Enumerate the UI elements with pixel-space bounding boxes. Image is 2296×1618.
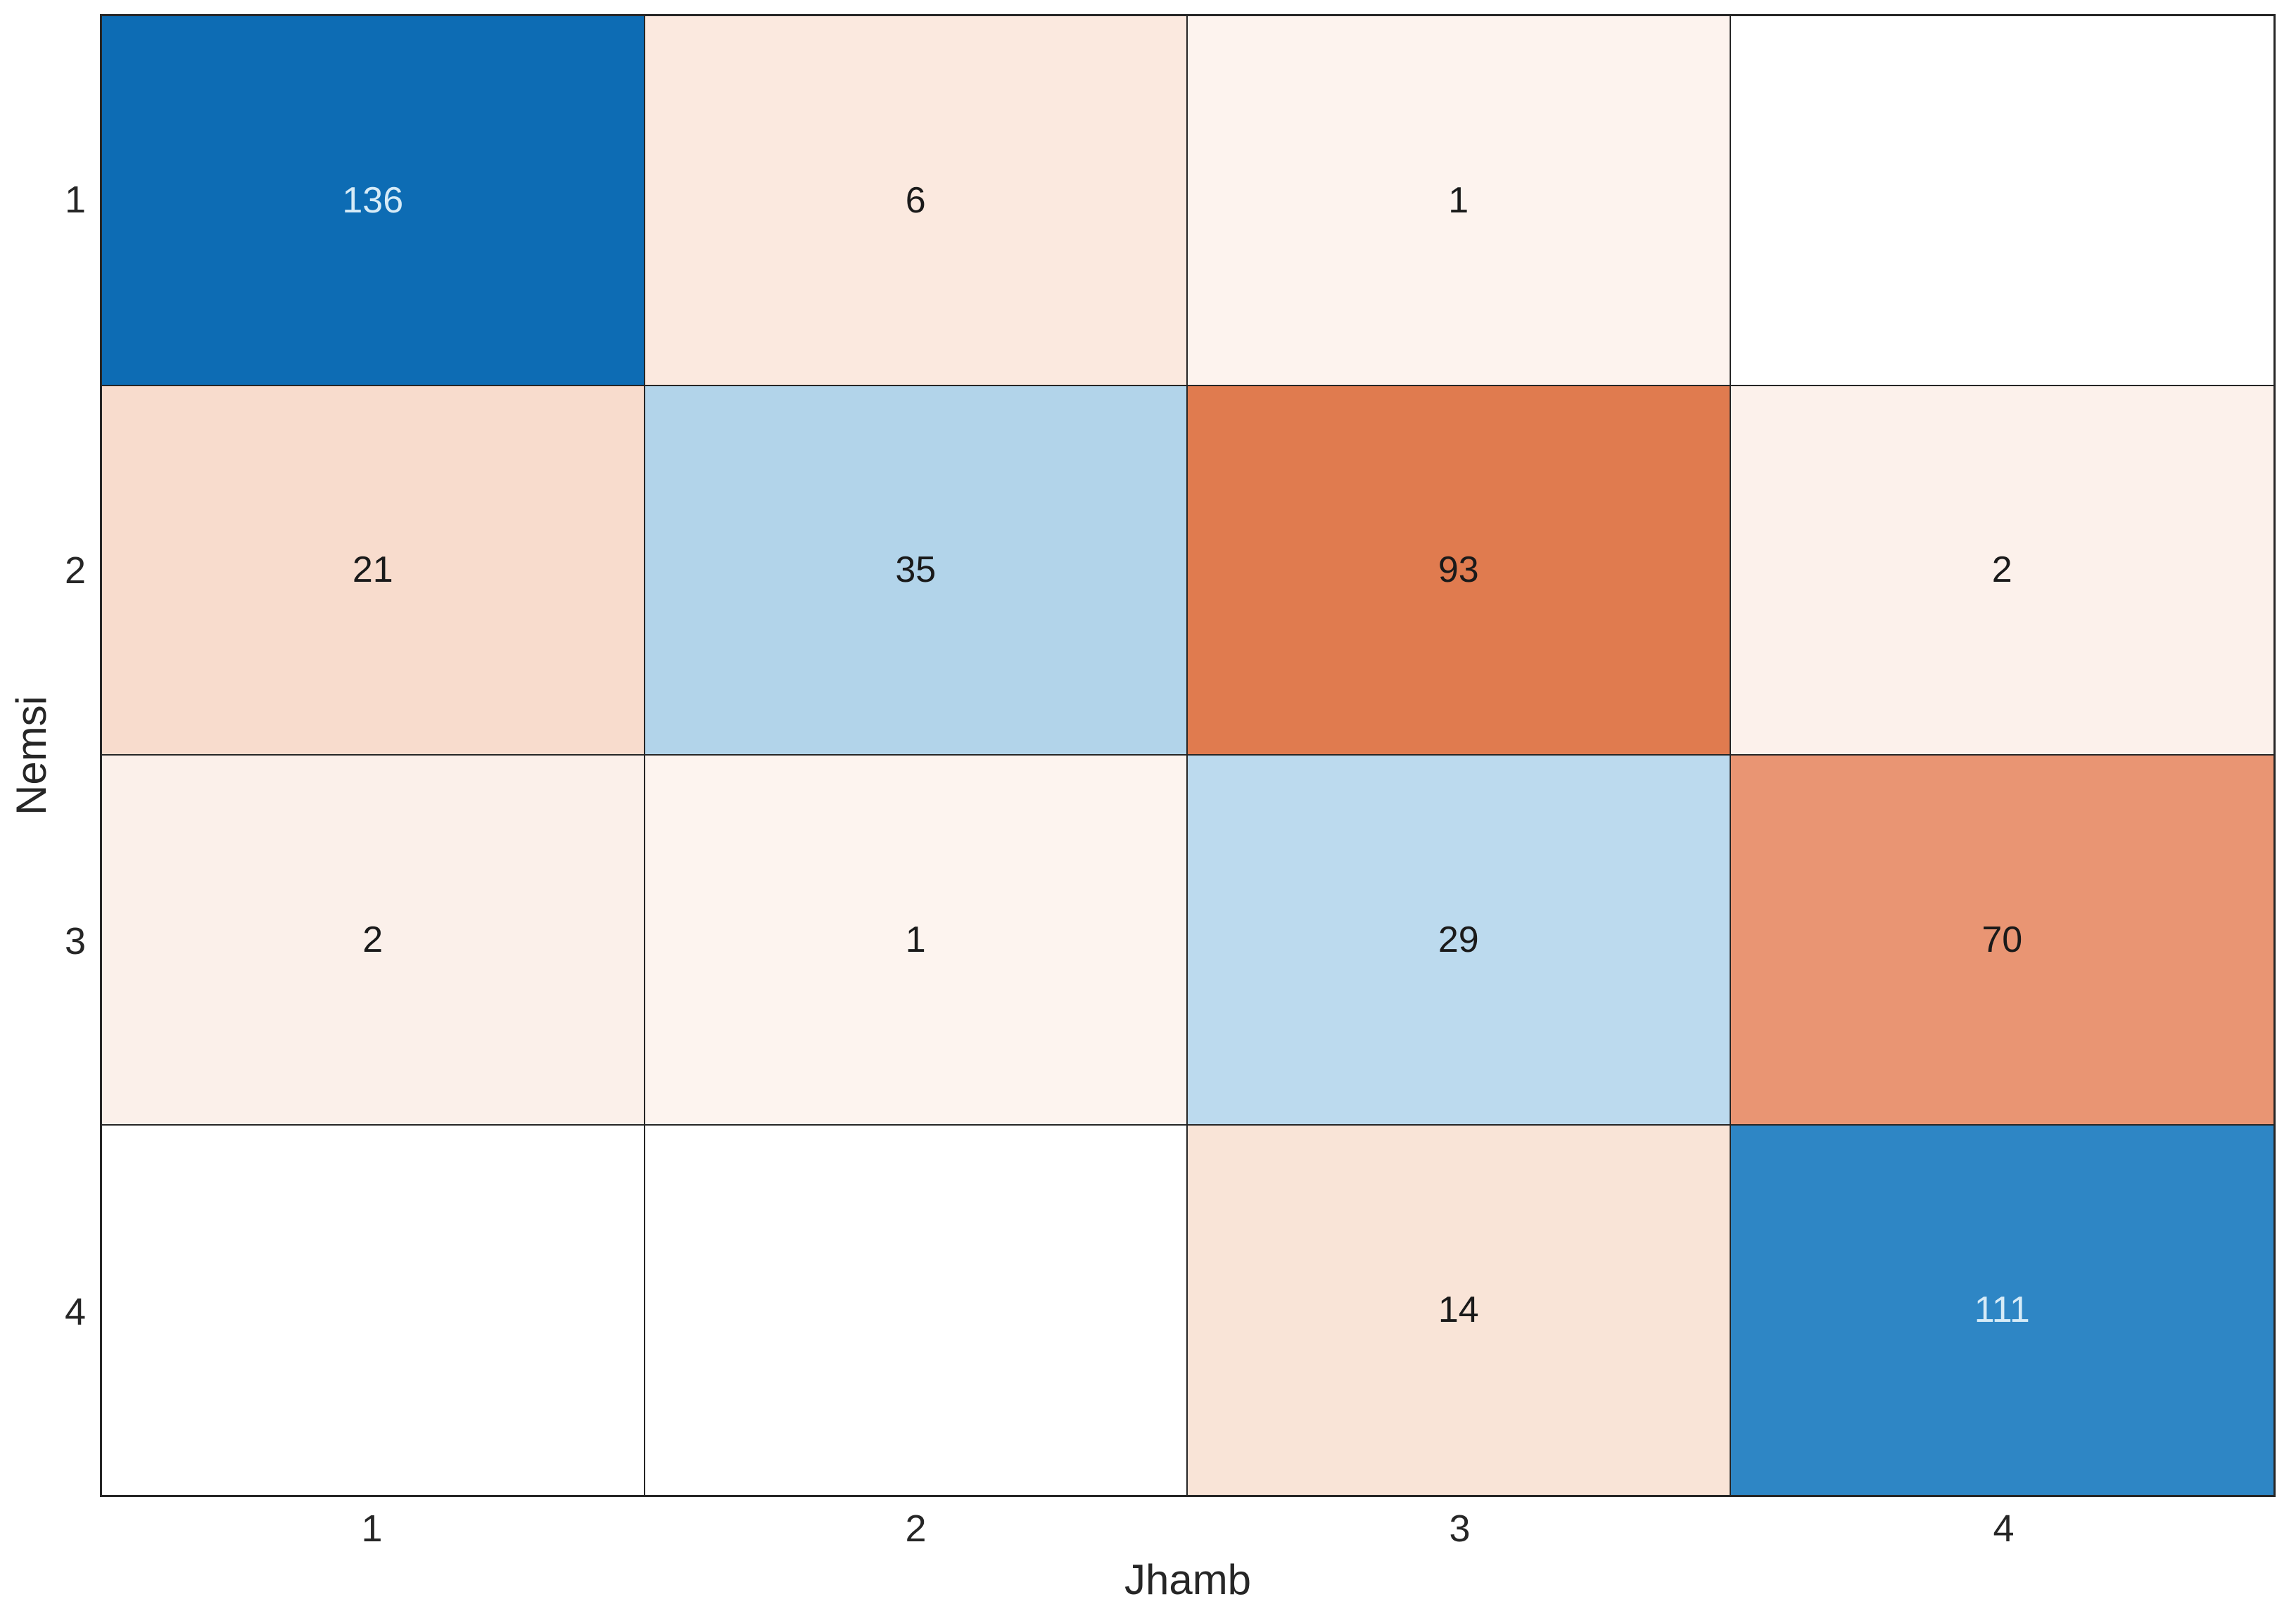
y-tick-label: 4 [64, 1290, 86, 1333]
heatmap-cell: 35 [645, 386, 1188, 756]
y-axis-title: Nemsi [8, 696, 55, 816]
x-axis-tick-labels: 1 2 3 4 [100, 1510, 2276, 1552]
heatmap-cell: 2 [1730, 386, 2273, 756]
x-tick-label: 4 [1993, 1508, 2015, 1550]
heatmap-cell: 29 [1188, 756, 1731, 1126]
heatmap-cell: 70 [1730, 756, 2273, 1126]
heatmap-cell [102, 1125, 645, 1495]
heatmap-cell: 21 [102, 386, 645, 756]
heatmap-plot-area: 136 6 1 21 35 93 2 2 1 29 70 14 111 [100, 14, 2276, 1497]
heatmap-cell: 93 [1188, 386, 1731, 756]
y-tick-label: 3 [64, 919, 86, 962]
x-axis-title: Jhamb [1124, 1556, 1252, 1603]
x-tick-label: 1 [361, 1508, 383, 1550]
x-tick-label: 3 [1449, 1508, 1471, 1550]
y-axis-tick-labels: 1 2 3 4 [0, 14, 86, 1497]
heatmap-cell: 1 [645, 756, 1188, 1126]
heatmap-cell [1730, 16, 2273, 386]
y-tick-label: 2 [64, 549, 86, 592]
heatmap-cell: 1 [1188, 16, 1731, 386]
heatmap-cell: 6 [645, 16, 1188, 386]
heatmap-cell: 2 [102, 756, 645, 1126]
heatmap-cell: 111 [1730, 1125, 2273, 1495]
heatmap-cell: 14 [1188, 1125, 1731, 1495]
heatmap-cell [645, 1125, 1188, 1495]
x-tick-label: 2 [905, 1508, 927, 1550]
heatmap-cell: 136 [102, 16, 645, 386]
y-tick-label: 1 [64, 178, 86, 221]
